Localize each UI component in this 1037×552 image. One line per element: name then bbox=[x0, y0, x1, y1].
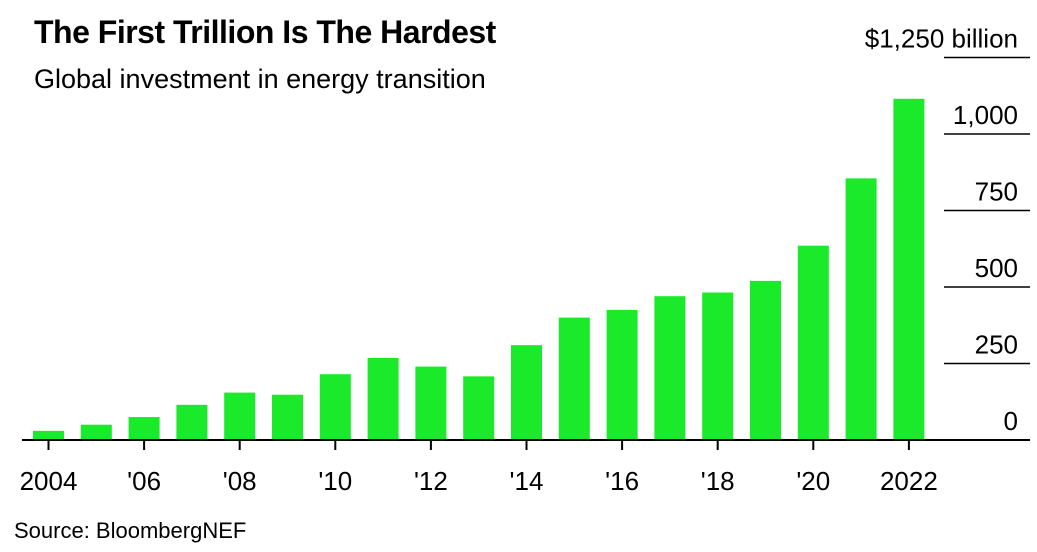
x-tick-label: 2004 bbox=[20, 466, 78, 496]
bar-2022 bbox=[893, 98, 925, 440]
grid-lines bbox=[944, 56, 1030, 365]
bar-2010 bbox=[319, 374, 351, 440]
source-note: Source: BloombergNEF bbox=[14, 518, 247, 543]
x-tick-label: '14 bbox=[510, 466, 544, 496]
x-tick-label: '18 bbox=[701, 466, 735, 496]
bar-2008 bbox=[224, 392, 256, 440]
x-tick-label: '08 bbox=[223, 466, 257, 496]
x-tick-label: '16 bbox=[605, 466, 639, 496]
bar-2015 bbox=[558, 317, 590, 440]
chart-title: The First Trillion Is The Hardest bbox=[34, 14, 496, 50]
x-axis-tick-labels: 2004 '06 '08 '10 '12 '14 '16 '18 '20 2022 bbox=[20, 440, 938, 496]
y-tick-label: 1,000 bbox=[953, 100, 1018, 130]
bar-2019 bbox=[750, 280, 781, 440]
x-tick-label: '12 bbox=[414, 466, 448, 496]
bar-2016 bbox=[606, 309, 638, 440]
x-tick-label: '20 bbox=[796, 466, 830, 496]
chart-subtitle: Global investment in energy transition bbox=[34, 64, 486, 94]
x-tick-label: 2022 bbox=[880, 466, 938, 496]
bar-2004 bbox=[33, 430, 64, 440]
y-axis-tick-labels: 0 250 500 750 1,000 $1,250 billion bbox=[865, 24, 1018, 437]
bar-2021 bbox=[845, 178, 877, 440]
x-tick-label: '10 bbox=[318, 466, 352, 496]
y-tick-label: 500 bbox=[975, 253, 1018, 283]
bar-2012 bbox=[415, 366, 447, 440]
bar-2018 bbox=[702, 292, 734, 440]
bar-2007 bbox=[176, 404, 208, 440]
bars bbox=[33, 98, 925, 440]
bar-2020 bbox=[797, 245, 829, 440]
bar-2014 bbox=[511, 345, 542, 440]
y-tick-label: 250 bbox=[975, 330, 1018, 360]
y-axis-unit-label: $1,250 billion bbox=[865, 24, 1018, 54]
bar-2011 bbox=[367, 357, 399, 440]
y-tick-label: 0 bbox=[1004, 406, 1018, 436]
y-tick-label: 750 bbox=[975, 177, 1018, 207]
x-tick-label: '06 bbox=[127, 466, 161, 496]
bar-2005 bbox=[80, 424, 112, 440]
bar-2013 bbox=[463, 376, 495, 440]
bar-2009 bbox=[272, 394, 303, 440]
bar-2017 bbox=[654, 296, 686, 440]
bar-2006 bbox=[128, 417, 160, 440]
